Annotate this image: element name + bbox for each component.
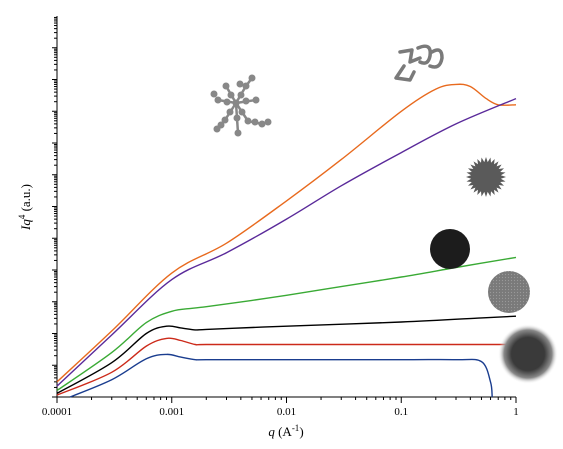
x-tick-label: 1 [513,406,519,418]
series-line-1 [56,83,517,383]
x-tick-labels: 0.0001 0.001 0.01 0.1 1 [42,406,519,418]
y-ticks [52,16,57,398]
y-axis-units: (a.u.) [18,184,33,215]
series-line-5 [56,337,516,396]
x-tick-label: 0.1 [394,406,408,418]
x-axis-exp: -1 [292,423,300,433]
spiky-sphere-icon [466,157,506,197]
x-axis-var: q [268,424,275,439]
y-axis-label: Iq4 (a.u.) [17,184,33,231]
x-axis-label: q (A-1) [268,423,303,439]
x-ticks [56,397,517,403]
y-axis-exp: 4 [17,214,27,219]
branched-polymer-icon [210,74,272,137]
dark-sphere-icon [430,229,470,269]
series-group [56,83,517,398]
x-axis-units: (A [275,424,293,439]
gray-sphere-icon [488,271,530,313]
series-line-4 [56,315,517,395]
y-axis-var: Iq [18,219,33,231]
series-line-6 [69,353,493,398]
series-line-2 [56,97,517,387]
series-line-3 [56,256,517,392]
coil-polymer-icon [394,44,444,82]
x-tick-label: 0.01 [277,406,296,418]
x-axis-close: ) [299,424,303,439]
x-tick-label: 0.0001 [42,406,72,418]
x-tick-label: 0.001 [159,406,184,418]
fuzzy-sphere-icon [498,324,558,384]
